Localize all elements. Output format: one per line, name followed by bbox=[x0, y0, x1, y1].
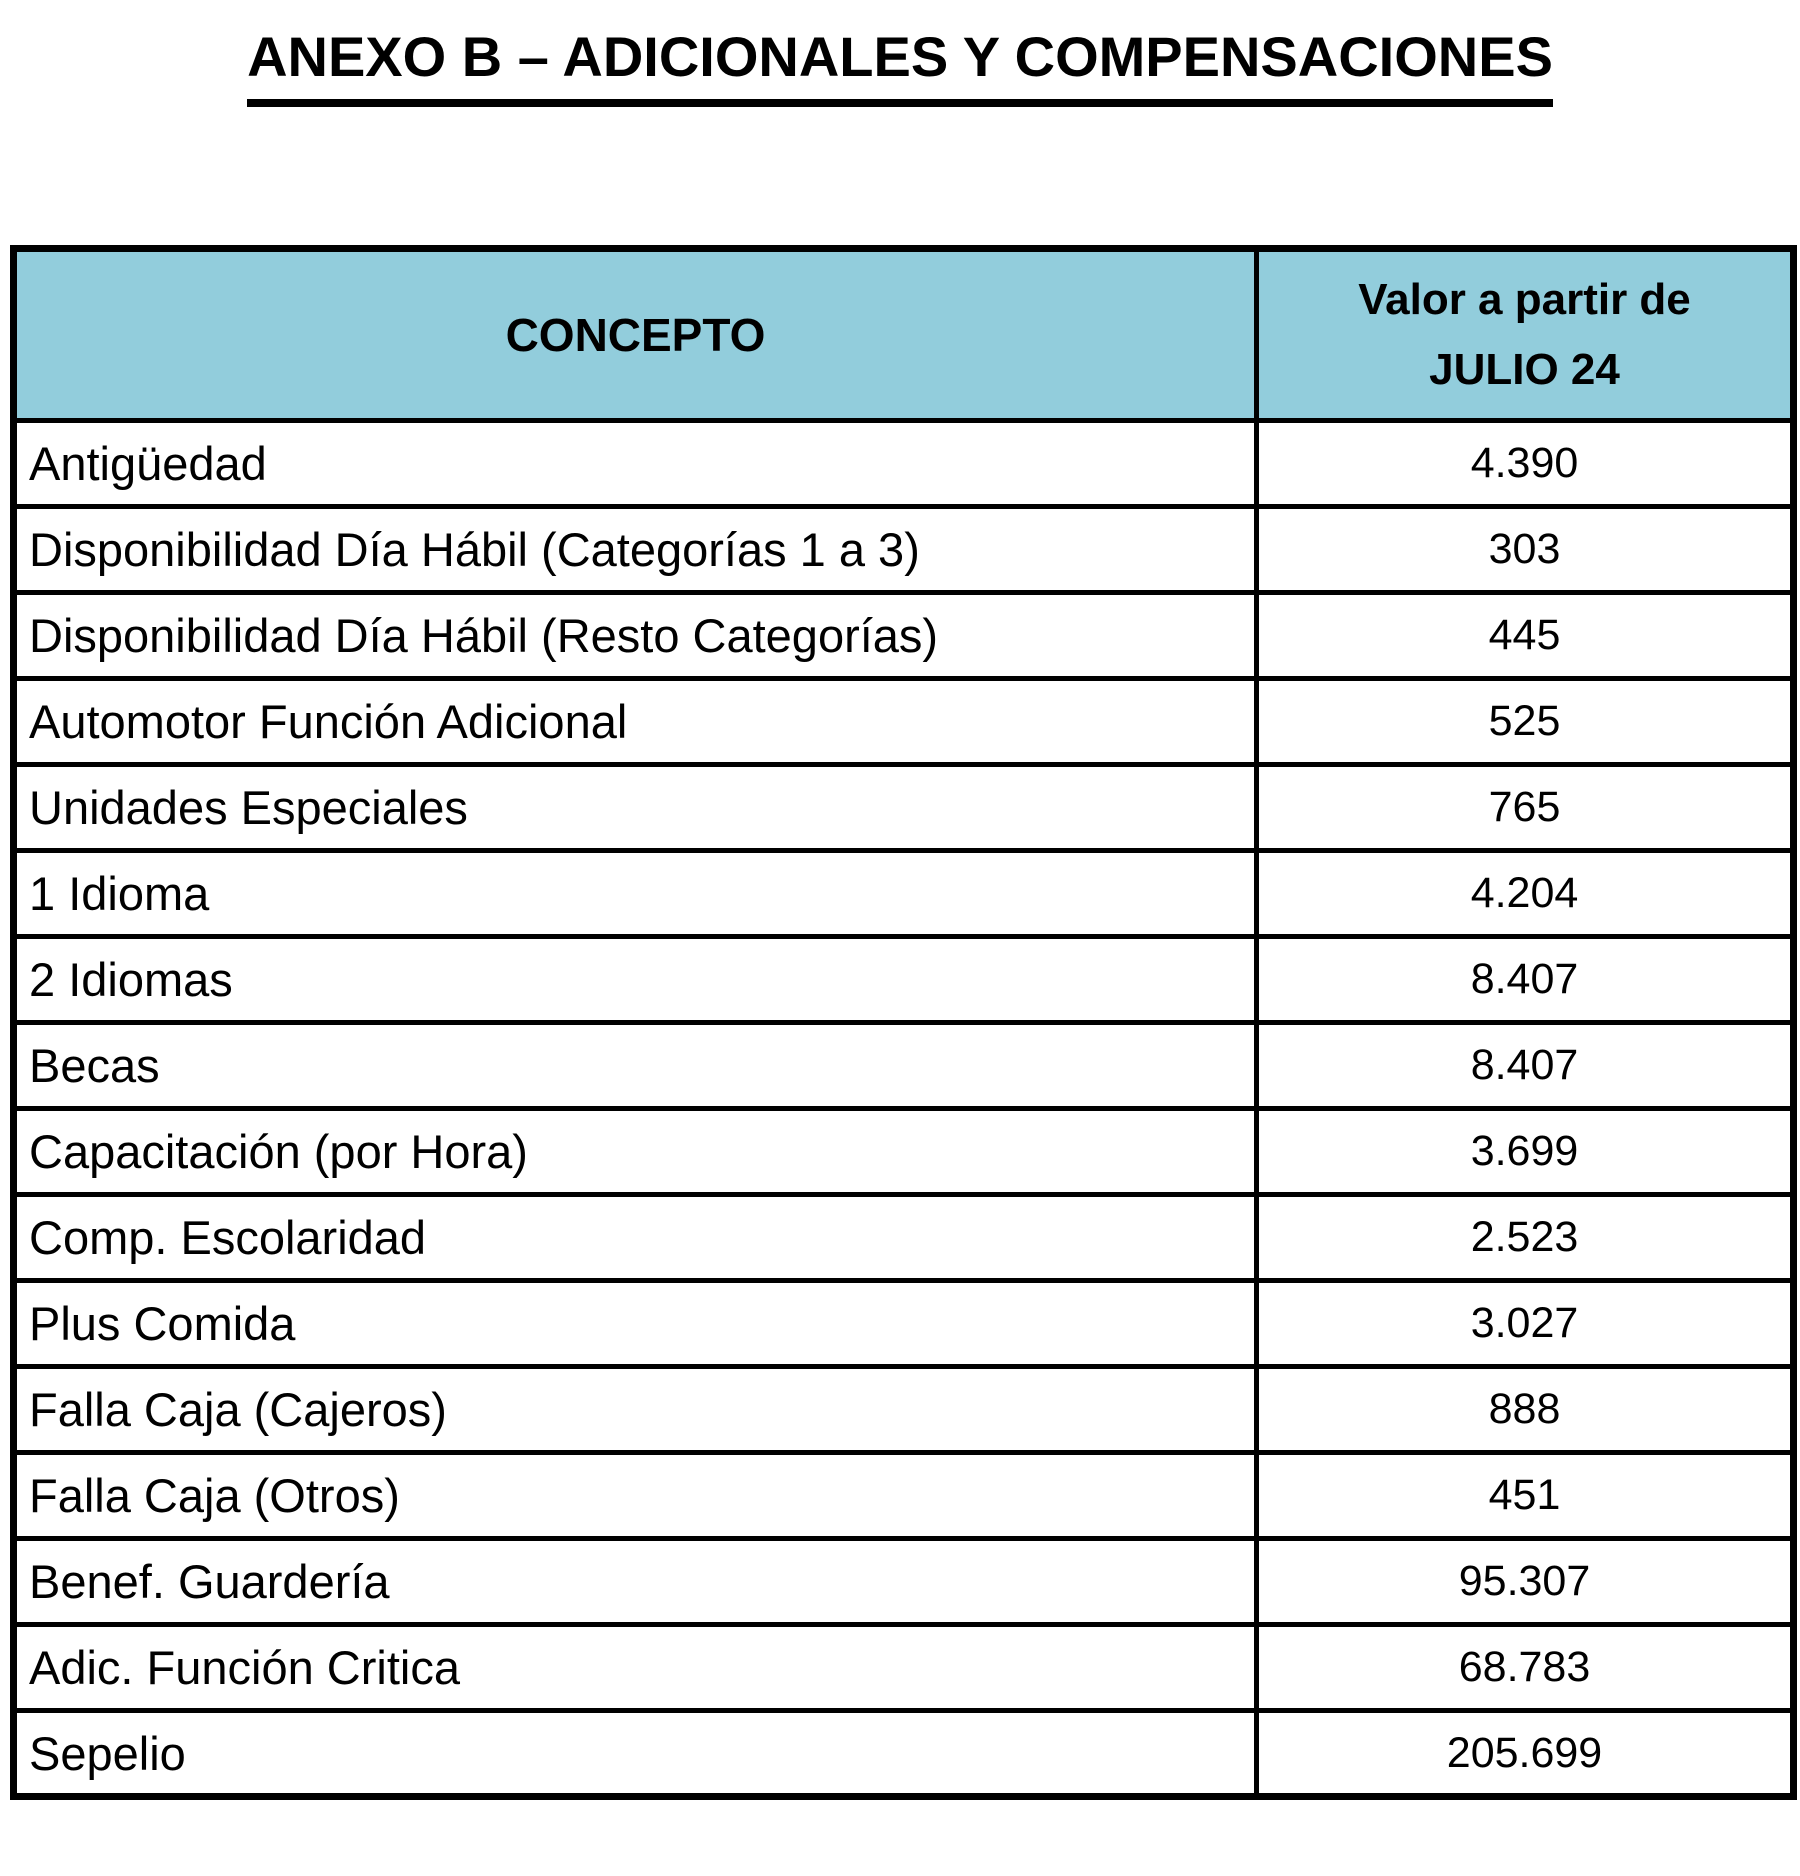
compensations-table: CONCEPTO Valor a partir de JULIO 24 Anti… bbox=[10, 245, 1797, 1800]
table-row: Sepelio 205.699 bbox=[11, 1708, 1796, 1799]
column-header-valor-line2: JULIO 24 bbox=[1429, 345, 1620, 394]
column-header-valor: Valor a partir de JULIO 24 bbox=[1254, 246, 1796, 423]
value-cell: 4.204 bbox=[1254, 848, 1796, 939]
table-row: Benef. Guardería 95.307 bbox=[11, 1536, 1796, 1627]
concept-cell: Comp. Escolaridad bbox=[11, 1192, 1259, 1283]
table-header-row: CONCEPTO Valor a partir de JULIO 24 bbox=[11, 246, 1796, 423]
table-row: Antigüedad 4.390 bbox=[11, 418, 1796, 509]
table-row: 1 Idioma 4.204 bbox=[11, 848, 1796, 939]
value-cell: 68.783 bbox=[1254, 1622, 1796, 1713]
concept-cell: Plus Comida bbox=[11, 1278, 1259, 1369]
table-row: 2 Idiomas 8.407 bbox=[11, 934, 1796, 1025]
title-wrap: ANEXO B – ADICIONALES Y COMPENSACIONES bbox=[0, 24, 1800, 107]
table-row: Plus Comida 3.027 bbox=[11, 1278, 1796, 1369]
concept-cell: Disponibilidad Día Hábil (Categorías 1 a… bbox=[11, 504, 1259, 595]
table-row: Adic. Función Critica 68.783 bbox=[11, 1622, 1796, 1713]
column-header-valor-line1: Valor a partir de bbox=[1358, 274, 1691, 324]
column-header-concepto: CONCEPTO bbox=[11, 246, 1259, 423]
value-cell: 525 bbox=[1254, 676, 1796, 767]
value-cell: 303 bbox=[1254, 504, 1796, 595]
concept-cell: Adic. Función Critica bbox=[11, 1622, 1259, 1713]
value-cell: 205.699 bbox=[1254, 1708, 1796, 1799]
value-cell: 3.699 bbox=[1254, 1106, 1796, 1197]
table-row: Unidades Especiales 765 bbox=[11, 762, 1796, 853]
concept-cell: Antigüedad bbox=[11, 418, 1259, 509]
value-cell: 95.307 bbox=[1254, 1536, 1796, 1627]
concept-cell: 1 Idioma bbox=[11, 848, 1259, 939]
table-row: Disponibilidad Día Hábil (Resto Categorí… bbox=[11, 590, 1796, 681]
concept-cell: Unidades Especiales bbox=[11, 762, 1259, 853]
table-body: Antigüedad 4.390 Disponibilidad Día Hábi… bbox=[11, 418, 1796, 1799]
page-title: ANEXO B – ADICIONALES Y COMPENSACIONES bbox=[247, 24, 1553, 107]
value-cell: 445 bbox=[1254, 590, 1796, 681]
table-row: Becas 8.407 bbox=[11, 1020, 1796, 1111]
value-cell: 2.523 bbox=[1254, 1192, 1796, 1283]
concept-cell: 2 Idiomas bbox=[11, 934, 1259, 1025]
concept-cell: Disponibilidad Día Hábil (Resto Categorí… bbox=[11, 590, 1259, 681]
value-cell: 4.390 bbox=[1254, 418, 1796, 509]
concept-cell: Falla Caja (Cajeros) bbox=[11, 1364, 1259, 1455]
value-cell: 451 bbox=[1254, 1450, 1796, 1541]
table-row: Falla Caja (Otros) 451 bbox=[11, 1450, 1796, 1541]
table-row: Capacitación (por Hora) 3.699 bbox=[11, 1106, 1796, 1197]
value-cell: 888 bbox=[1254, 1364, 1796, 1455]
value-cell: 8.407 bbox=[1254, 1020, 1796, 1111]
table-row: Falla Caja (Cajeros) 888 bbox=[11, 1364, 1796, 1455]
concept-cell: Automotor Función Adicional bbox=[11, 676, 1259, 767]
concept-cell: Benef. Guardería bbox=[11, 1536, 1259, 1627]
value-cell: 3.027 bbox=[1254, 1278, 1796, 1369]
table-row: Comp. Escolaridad 2.523 bbox=[11, 1192, 1796, 1283]
table-row: Automotor Función Adicional 525 bbox=[11, 676, 1796, 767]
concept-cell: Sepelio bbox=[11, 1708, 1259, 1799]
concept-cell: Capacitación (por Hora) bbox=[11, 1106, 1259, 1197]
concept-cell: Becas bbox=[11, 1020, 1259, 1111]
value-cell: 765 bbox=[1254, 762, 1796, 853]
value-cell: 8.407 bbox=[1254, 934, 1796, 1025]
table-row: Disponibilidad Día Hábil (Categorías 1 a… bbox=[11, 504, 1796, 595]
concept-cell: Falla Caja (Otros) bbox=[11, 1450, 1259, 1541]
